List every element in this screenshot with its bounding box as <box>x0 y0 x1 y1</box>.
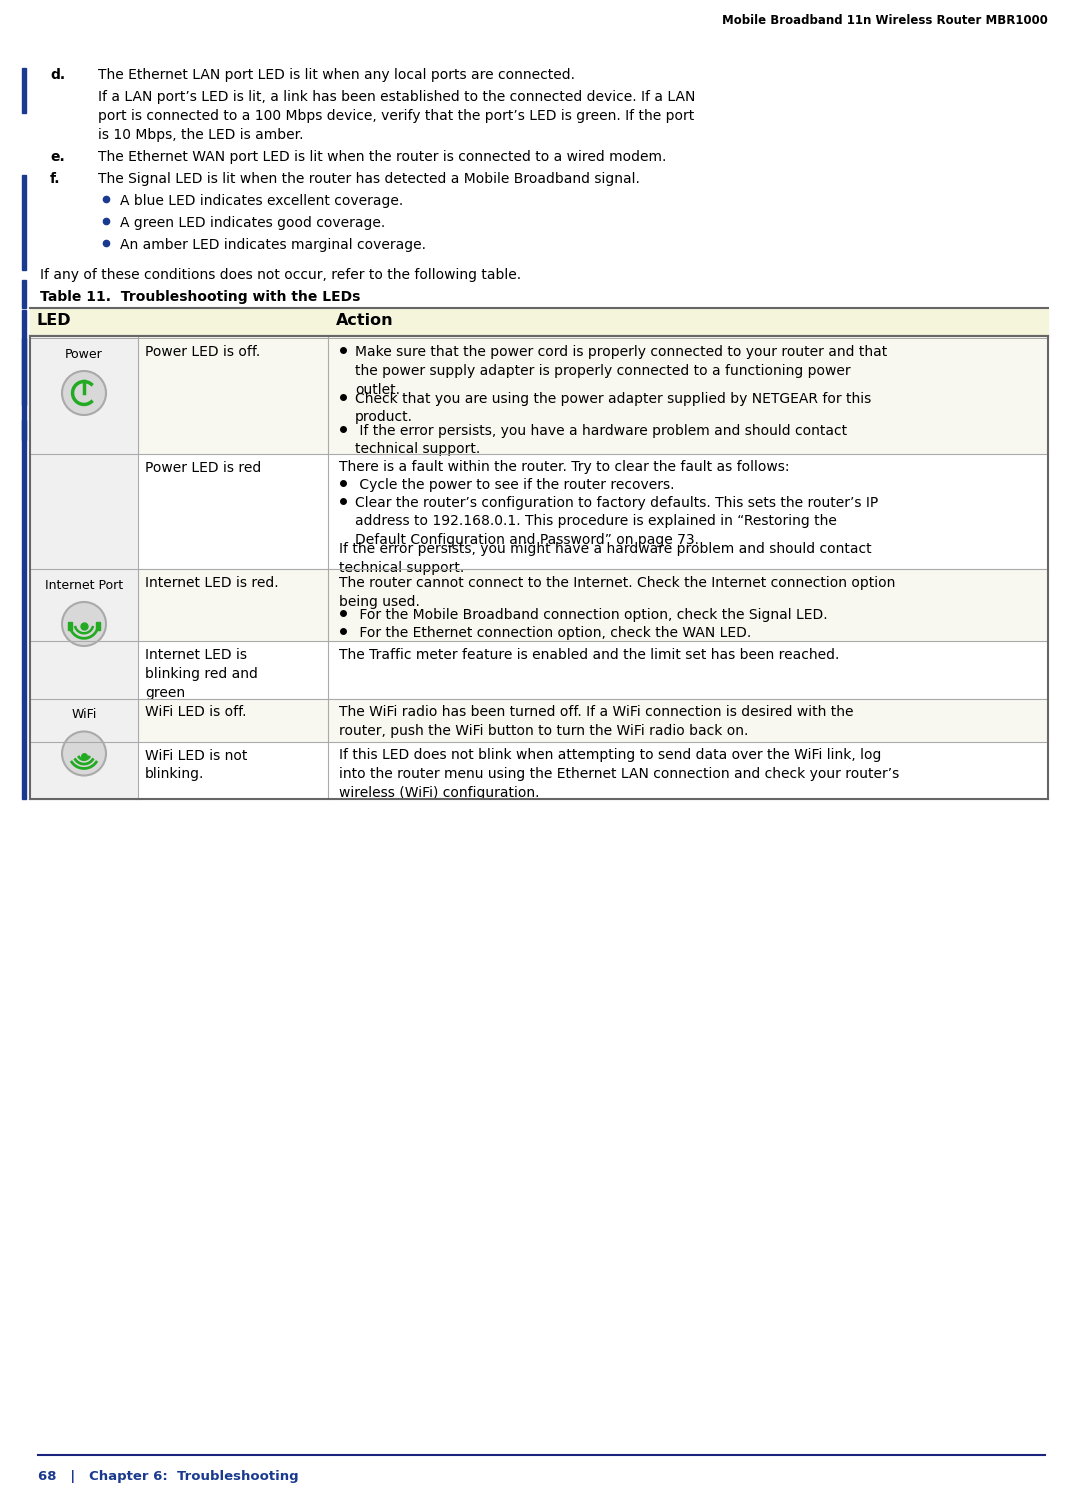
Text: 68   |   Chapter 6:  Troubleshooting: 68 | Chapter 6: Troubleshooting <box>38 1470 299 1482</box>
Text: If the error persists, you have a hardware problem and should contact
technical : If the error persists, you have a hardwa… <box>355 424 847 457</box>
Text: d.: d. <box>50 68 65 83</box>
Bar <box>23 309 26 406</box>
Bar <box>30 308 1048 336</box>
Text: Clear the router’s configuration to factory defaults. This sets the router’s IP
: Clear the router’s configuration to fact… <box>355 496 878 547</box>
Text: If this LED does not blink when attempting to send data over the WiFi link, log
: If this LED does not blink when attempti… <box>339 748 899 801</box>
Text: Check that you are using the power adapter supplied by NETGEAR for this
product.: Check that you are using the power adapt… <box>355 392 872 425</box>
Bar <box>328 698 1048 742</box>
Text: Make sure that the power cord is properly connected to your router and that
the : Make sure that the power cord is properl… <box>355 345 888 397</box>
Text: A blue LED indicates excellent coverage.: A blue LED indicates excellent coverage. <box>120 194 403 207</box>
Bar <box>328 569 1048 641</box>
Bar <box>30 569 138 698</box>
Text: The WiFi radio has been turned off. If a WiFi connection is desired with the
rou: The WiFi radio has been turned off. If a… <box>339 706 853 739</box>
Text: WiFi LED is off.: WiFi LED is off. <box>145 706 247 719</box>
Bar <box>328 454 1048 569</box>
Text: For the Mobile Broadband connection option, check the Signal LED.: For the Mobile Broadband connection opti… <box>355 608 828 622</box>
Bar <box>138 641 328 698</box>
Text: The router cannot connect to the Internet. Check the Internet connection option
: The router cannot connect to the Interne… <box>339 575 895 608</box>
Text: The Ethernet LAN port LED is lit when any local ports are connected.: The Ethernet LAN port LED is lit when an… <box>98 68 575 83</box>
Text: Internet Port: Internet Port <box>45 578 123 592</box>
Text: For the Ethernet connection option, check the WAN LED.: For the Ethernet connection option, chec… <box>355 625 751 640</box>
Bar <box>138 569 328 641</box>
Text: An amber LED indicates marginal coverage.: An amber LED indicates marginal coverage… <box>120 237 426 252</box>
Bar <box>23 338 26 569</box>
Text: If any of these conditions does not occur, refer to the following table.: If any of these conditions does not occu… <box>40 267 521 282</box>
Text: LED: LED <box>36 312 71 327</box>
Bar <box>95 622 100 629</box>
Bar <box>138 454 328 569</box>
Bar <box>23 176 26 270</box>
Text: If the error persists, you might have a hardware problem and should contact
tech: If the error persists, you might have a … <box>339 542 872 575</box>
Bar <box>138 698 328 742</box>
Bar <box>23 279 26 308</box>
Bar <box>23 698 26 799</box>
Text: f.: f. <box>50 173 60 186</box>
Text: WiFi LED is not
blinking.: WiFi LED is not blinking. <box>145 748 248 781</box>
Bar <box>69 622 72 629</box>
Text: Power LED is off.: Power LED is off. <box>145 345 260 359</box>
Text: The Ethernet WAN port LED is lit when the router is connected to a wired modem.: The Ethernet WAN port LED is lit when th… <box>98 150 667 164</box>
Text: If a LAN port’s LED is lit, a link has been established to the connected device.: If a LAN port’s LED is lit, a link has b… <box>98 90 696 141</box>
Circle shape <box>62 602 106 646</box>
Text: Cycle the power to see if the router recovers.: Cycle the power to see if the router rec… <box>355 478 674 493</box>
Bar <box>138 338 328 454</box>
Text: Internet LED is
blinking red and
green: Internet LED is blinking red and green <box>145 647 258 700</box>
Text: Mobile Broadband 11n Wireless Router MBR1000: Mobile Broadband 11n Wireless Router MBR… <box>723 14 1048 27</box>
Bar <box>23 421 26 440</box>
Text: WiFi: WiFi <box>72 709 96 721</box>
Bar <box>138 742 328 799</box>
Bar <box>328 338 1048 454</box>
Bar <box>30 698 138 799</box>
Text: Internet LED is red.: Internet LED is red. <box>145 575 279 590</box>
Text: e.: e. <box>50 150 64 164</box>
Circle shape <box>62 371 106 415</box>
Text: The Signal LED is lit when the router has detected a Mobile Broadband signal.: The Signal LED is lit when the router ha… <box>98 173 640 186</box>
Text: A green LED indicates good coverage.: A green LED indicates good coverage. <box>120 216 385 230</box>
Text: Table 11.  Troubleshooting with the LEDs: Table 11. Troubleshooting with the LEDs <box>40 290 360 303</box>
Text: Power LED is red: Power LED is red <box>145 461 262 475</box>
Circle shape <box>62 731 106 775</box>
Text: The Traffic meter feature is enabled and the limit set has been reached.: The Traffic meter feature is enabled and… <box>339 647 839 662</box>
Bar <box>30 338 138 569</box>
Bar <box>23 68 26 113</box>
Text: Action: Action <box>336 312 393 327</box>
Bar <box>328 742 1048 799</box>
Bar <box>23 569 26 698</box>
Text: Power: Power <box>65 348 103 360</box>
Bar <box>328 641 1048 698</box>
Text: There is a fault within the router. Try to clear the fault as follows:: There is a fault within the router. Try … <box>339 461 789 475</box>
